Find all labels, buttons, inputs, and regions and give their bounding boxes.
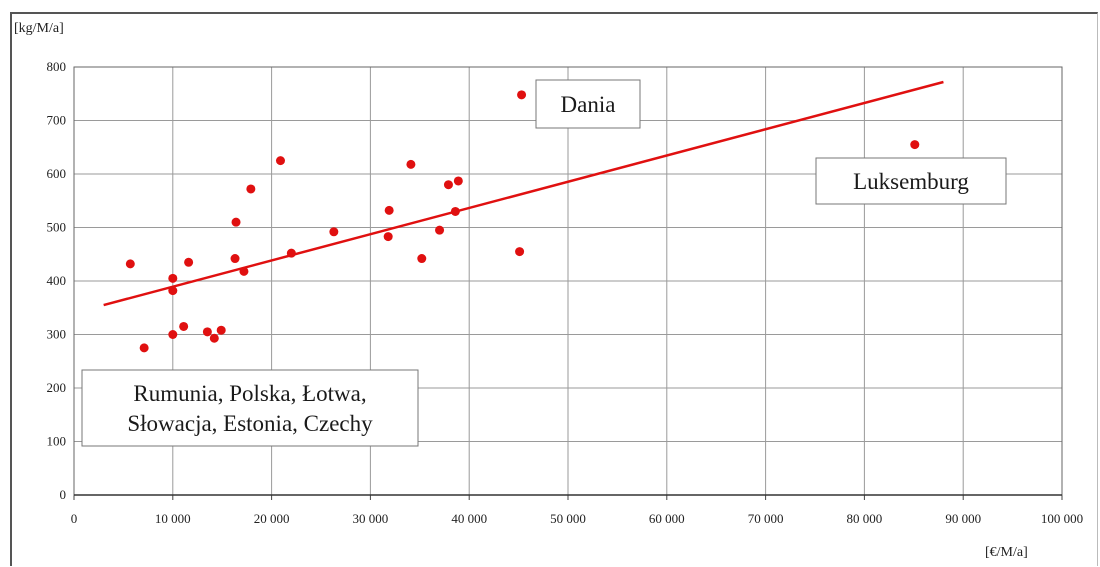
data-point (453, 176, 463, 186)
y-tick-label: 800 (47, 59, 67, 74)
data-point (168, 286, 178, 296)
data-point (184, 257, 194, 267)
y-tick-label: 300 (47, 327, 67, 342)
annotation-frame (81, 369, 419, 447)
data-point (515, 247, 525, 257)
x-tick-label: 20 000 (254, 511, 290, 526)
annotation-label: Luksemburg (853, 169, 969, 194)
data-point (202, 327, 212, 337)
annotation-label: Rumunia, Polska, Łotwa, (133, 381, 366, 406)
data-point (239, 266, 249, 276)
x-tick-label: 10 000 (155, 511, 191, 526)
data-point (168, 273, 178, 283)
y-tick-label: 600 (47, 166, 67, 181)
annotation-frame (535, 79, 641, 129)
x-axis-label: [€/M/a] (985, 545, 1028, 560)
y-tick-label: 100 (47, 434, 67, 449)
data-point (329, 227, 339, 237)
x-tick-label: 50 000 (550, 511, 586, 526)
data-point (139, 343, 149, 353)
data-point (246, 184, 256, 194)
data-point (910, 140, 920, 150)
data-point (286, 248, 296, 258)
data-point (125, 259, 135, 269)
x-tick-label: 30 000 (353, 511, 389, 526)
data-point (383, 232, 393, 242)
x-tick-label: 100 000 (1041, 511, 1083, 526)
data-point (384, 205, 394, 215)
annotation-label: Słowacja, Estonia, Czechy (127, 411, 373, 436)
data-point (168, 330, 178, 339)
annotation-frame (815, 157, 1007, 205)
data-point (209, 333, 219, 343)
axes: 0 100 200 300 400 500 600 700 800 0 10 000 20 000 30… (47, 59, 1084, 526)
data-point (230, 254, 240, 264)
x-tick-label: 40 000 (451, 511, 487, 526)
data-point (443, 180, 453, 190)
x-tick-label: 0 (71, 511, 78, 526)
annotation-box: Dania (535, 79, 641, 129)
data-point (231, 217, 241, 227)
data-point (450, 206, 460, 216)
x-tick-label: 90 000 (945, 511, 981, 526)
y-tick-label: 200 (47, 380, 67, 395)
y-tick-label: 0 (60, 487, 67, 502)
data-points (125, 90, 920, 353)
y-axis-label: [kg/M/a] (14, 21, 64, 36)
y-tick-label: 700 (47, 113, 67, 128)
data-point (406, 159, 416, 169)
y-tick-label: 400 (47, 273, 67, 288)
y-tick-label: 500 (47, 220, 67, 235)
chart-frame (10, 12, 1098, 566)
x-tick-label: 60 000 (649, 511, 685, 526)
data-point (435, 225, 445, 235)
data-point (216, 325, 226, 335)
data-point (179, 321, 189, 331)
data-point (517, 90, 527, 100)
annotations: Dania Luksemburg Rumunia, Polska, Łotwa, Sł… (81, 79, 1007, 447)
annotation-box: Rumunia, Polska, Łotwa, Słowacja, Estonia… (81, 369, 419, 447)
x-tick-label: 80 000 (847, 511, 883, 526)
data-point (417, 254, 427, 264)
data-point (275, 156, 285, 166)
annotation-label: Dania (561, 92, 616, 117)
x-tick-label: 70 000 (748, 511, 784, 526)
annotation-box: Luksemburg (815, 157, 1007, 205)
